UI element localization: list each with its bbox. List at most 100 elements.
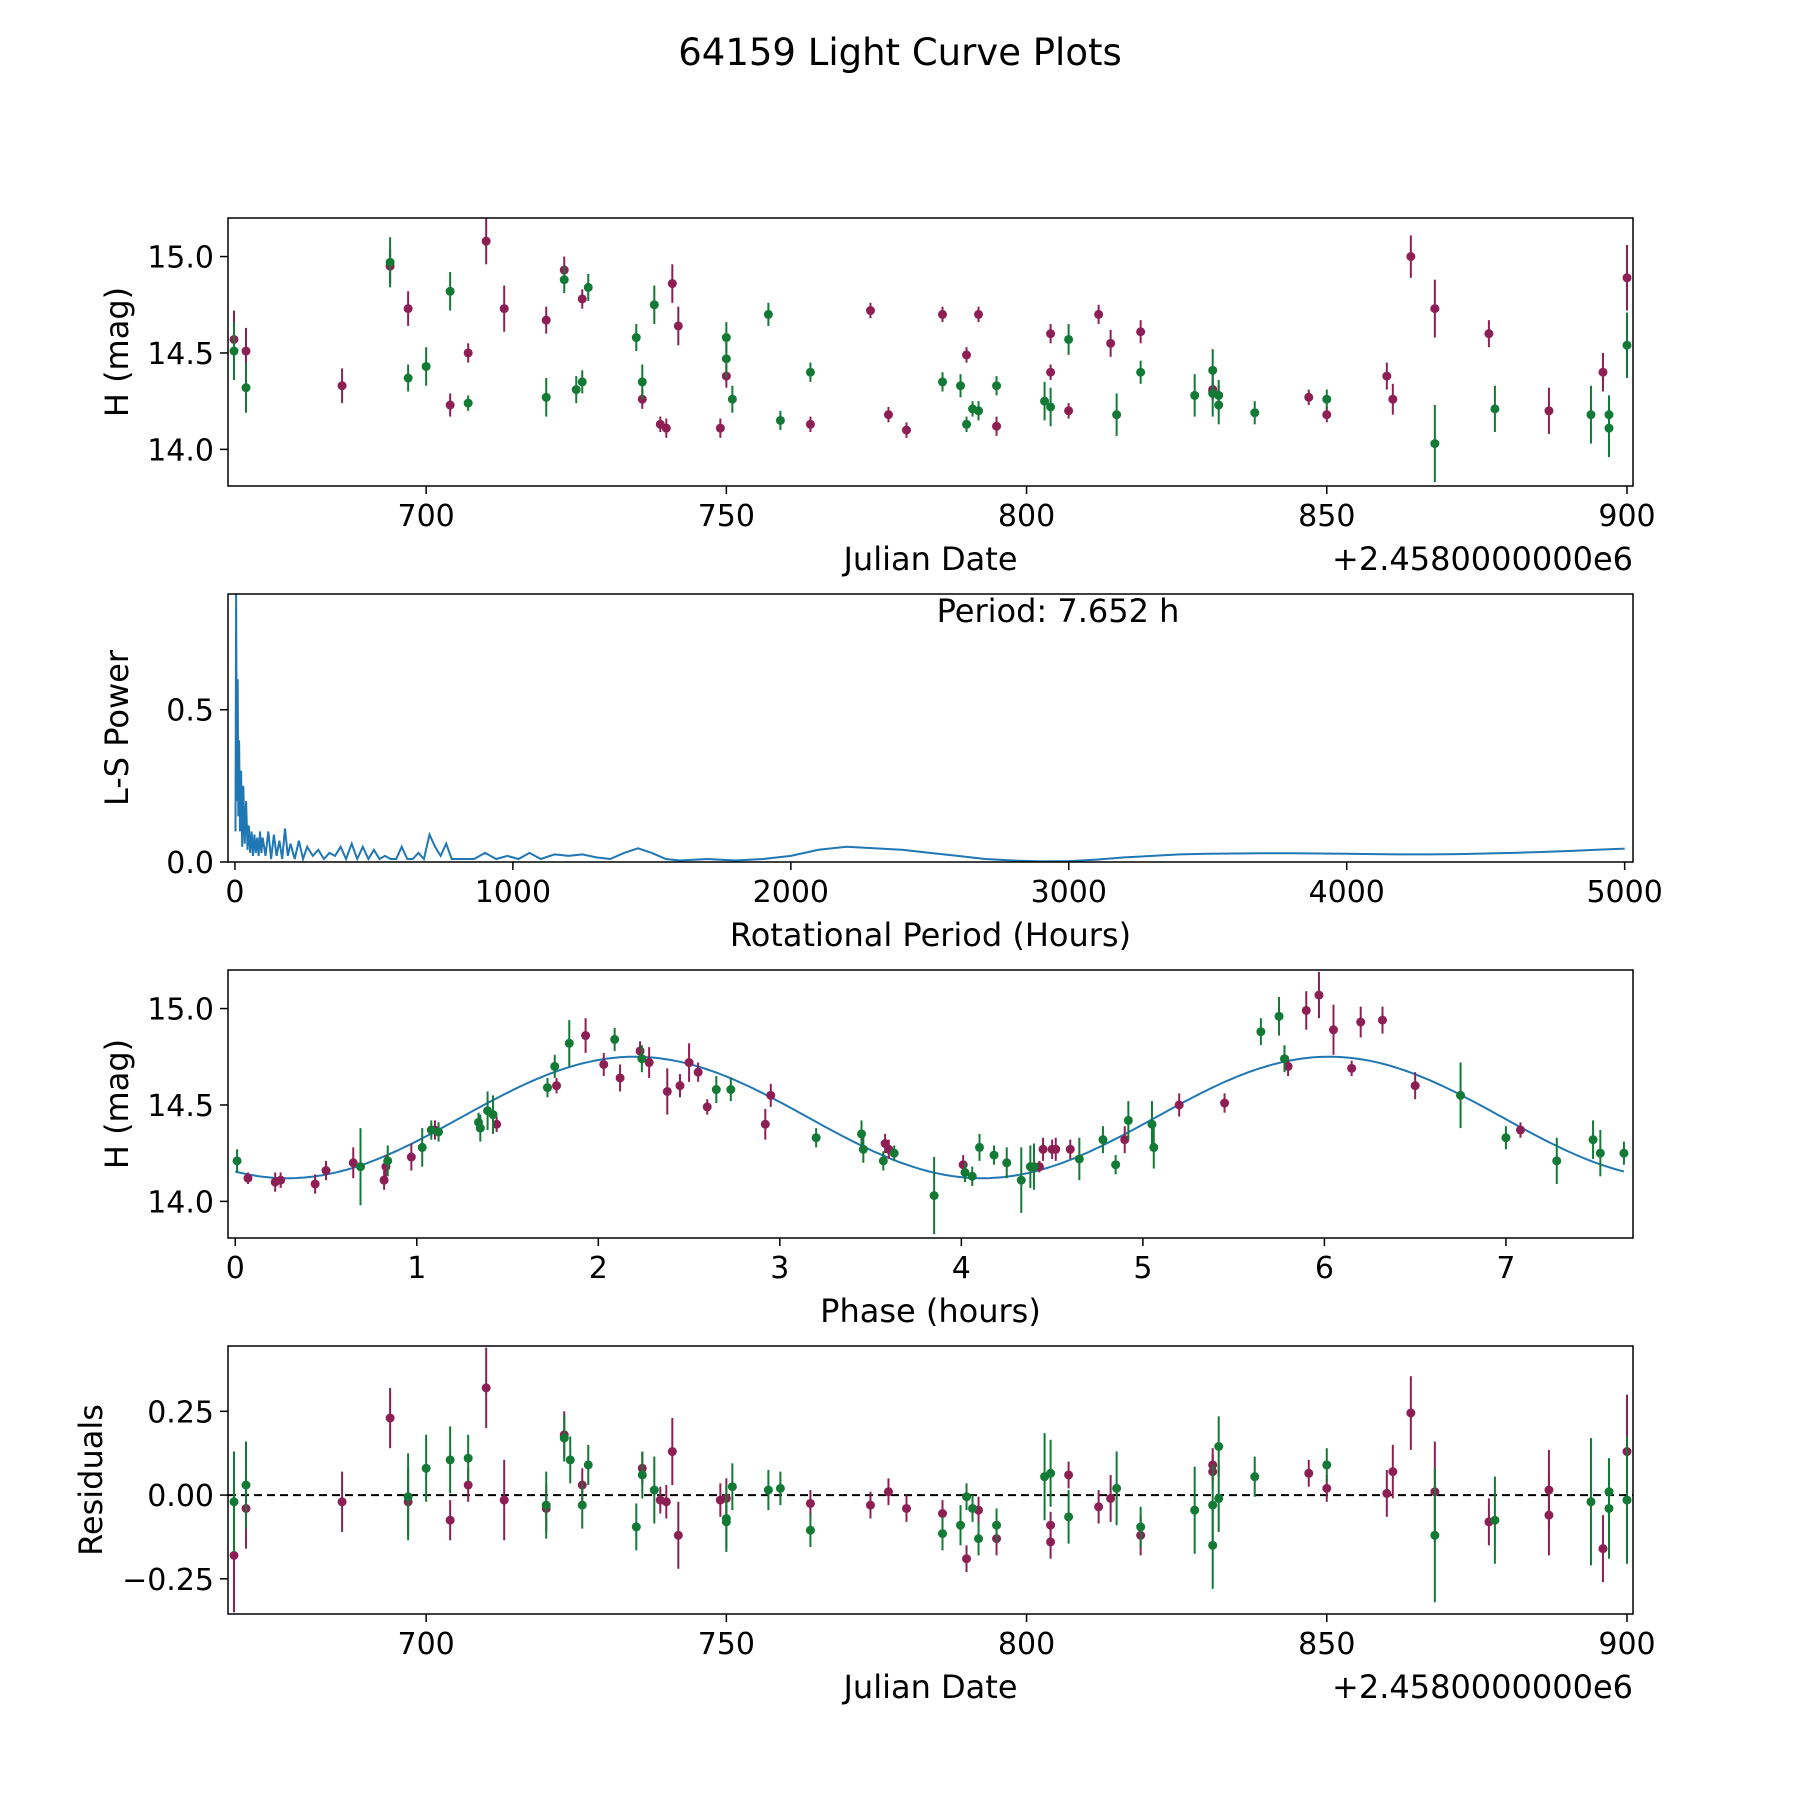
data-point [321, 1166, 331, 1176]
data-point [715, 423, 725, 433]
data-point [1214, 390, 1224, 400]
data-point [974, 1534, 984, 1544]
x-axis-label: Phase (hours) [820, 1292, 1041, 1330]
data-point [1304, 1468, 1314, 1478]
y-tick-label: 15.0 [147, 993, 214, 1028]
y-axis-label: L-S Power [98, 649, 136, 806]
data-point [1322, 410, 1332, 420]
data-point [1174, 1100, 1184, 1110]
data-point [974, 309, 984, 319]
data-point [727, 1482, 737, 1492]
data-point [1430, 304, 1440, 314]
data-point [1120, 1135, 1130, 1145]
x-tick-label: 0 [225, 875, 244, 910]
data-point [1136, 327, 1146, 337]
data-point [1064, 334, 1074, 344]
data-point [702, 1102, 712, 1112]
data-point [565, 1455, 575, 1465]
data-point [1112, 410, 1122, 420]
x-tick-label: 750 [698, 1627, 755, 1662]
axes-frame [227, 593, 1634, 863]
data-point [276, 1175, 286, 1185]
data-point [1256, 1027, 1266, 1037]
x-tick-label: 1000 [475, 875, 551, 910]
data-point [956, 1520, 966, 1530]
data-point [1377, 1015, 1387, 1025]
plot-area [229, 218, 1632, 483]
data-point [1094, 1502, 1104, 1512]
data-point [1046, 402, 1056, 412]
data-point [1051, 1144, 1061, 1154]
data-point [1544, 406, 1554, 416]
data-point [857, 1129, 867, 1139]
y-tick-label: −0.25 [122, 1563, 214, 1598]
data-point [421, 1463, 431, 1473]
data-point [644, 1058, 654, 1068]
axes-frame [227, 969, 1634, 1239]
data-point [1388, 394, 1398, 404]
data-point [550, 1061, 560, 1071]
data-point [488, 1110, 498, 1120]
data-point [1544, 1510, 1554, 1520]
data-point [662, 1086, 672, 1096]
x-tick-label: 5 [1133, 1251, 1152, 1286]
data-point [775, 415, 785, 425]
data-point [379, 1175, 389, 1185]
data-point [1322, 394, 1332, 404]
data-point [1279, 1054, 1289, 1064]
data-point [1388, 1467, 1398, 1477]
data-point [1430, 1530, 1440, 1540]
data-point [805, 1525, 815, 1535]
data-point [421, 361, 431, 371]
data-point [968, 1503, 978, 1513]
data-point [463, 348, 473, 358]
data-point [1501, 1133, 1511, 1143]
data-point [337, 1497, 347, 1507]
data-point [383, 1156, 393, 1166]
data-point [929, 1191, 939, 1201]
x-tick-label: 4000 [1309, 875, 1385, 910]
data-point [684, 1058, 694, 1068]
data-point [243, 1173, 253, 1183]
data-point [541, 392, 551, 402]
data-point [865, 306, 875, 316]
y-tick-label: 0.0 [166, 846, 214, 881]
data-point [637, 1470, 647, 1480]
data-point [883, 410, 893, 420]
data-point [1214, 1442, 1224, 1451]
data-point [583, 282, 593, 292]
data-point [385, 257, 395, 267]
data-point [1382, 371, 1392, 381]
data-point [1136, 367, 1146, 377]
data-point [615, 1073, 625, 1083]
data-point [541, 1500, 551, 1510]
data-point [1356, 1017, 1366, 1027]
x-tick-label: 750 [698, 499, 755, 534]
data-point [1029, 1162, 1039, 1172]
y-axis-label: H (mag) [98, 1039, 136, 1169]
x-tick-label: 3000 [1031, 875, 1107, 910]
data-point [1490, 404, 1500, 414]
data-point [1382, 1488, 1392, 1498]
data-point [499, 1495, 509, 1505]
data-point [775, 1483, 785, 1493]
panel-3: 0 1 2 3 4 5 6 7 14.0 14.5 15.0 Phase (hours) H (mag) [98, 969, 1634, 1330]
x-tick-label: 900 [1598, 499, 1655, 534]
data-point [1250, 408, 1260, 418]
y-tick-label: 15.0 [147, 241, 214, 276]
data-point [673, 1530, 683, 1540]
data-point [661, 1497, 671, 1507]
data-point [499, 304, 509, 314]
data-point [1046, 367, 1056, 377]
data-point [1604, 1503, 1614, 1513]
data-point [1065, 1144, 1075, 1154]
data-point [637, 377, 647, 387]
data-point [637, 1054, 647, 1064]
period-annotation: Period: 7.652 h [937, 592, 1180, 630]
data-point [805, 367, 815, 377]
data-point [1106, 1493, 1116, 1503]
figure-title: 64159 Light Curve Plots [678, 31, 1122, 74]
periodogram-line [234, 594, 1625, 862]
data-point [960, 1167, 970, 1177]
data-point [989, 1150, 999, 1160]
